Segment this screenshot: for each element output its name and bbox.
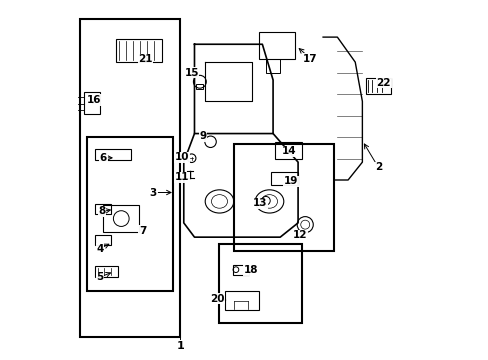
Text: 21: 21 xyxy=(138,54,152,64)
Bar xyxy=(95,266,118,277)
Text: 2: 2 xyxy=(374,162,381,172)
Bar xyxy=(116,39,162,62)
Text: 6: 6 xyxy=(100,153,107,163)
Text: 4: 4 xyxy=(96,244,103,253)
Text: 9: 9 xyxy=(199,131,206,141)
Bar xyxy=(233,265,248,275)
Text: 1: 1 xyxy=(176,341,183,351)
Text: 13: 13 xyxy=(252,198,266,208)
Bar xyxy=(258,32,294,59)
Text: 19: 19 xyxy=(283,176,298,186)
Text: 22: 22 xyxy=(376,78,390,88)
Text: 3: 3 xyxy=(149,188,157,198)
Bar xyxy=(95,235,111,245)
Bar xyxy=(103,205,139,232)
Bar xyxy=(87,137,173,291)
Text: 10: 10 xyxy=(174,152,189,162)
Bar xyxy=(265,59,280,73)
Text: 17: 17 xyxy=(303,54,317,64)
Bar xyxy=(271,172,298,185)
Text: 11: 11 xyxy=(174,172,189,182)
Bar xyxy=(95,149,131,160)
Text: 14: 14 xyxy=(281,147,296,157)
Bar xyxy=(80,19,180,337)
Text: 12: 12 xyxy=(292,230,306,240)
Text: 8: 8 xyxy=(99,206,106,216)
Text: 20: 20 xyxy=(210,294,224,303)
Text: 18: 18 xyxy=(243,265,258,275)
Bar xyxy=(95,204,111,214)
Bar xyxy=(196,84,203,89)
Text: 15: 15 xyxy=(184,68,199,78)
Bar xyxy=(83,93,100,114)
Bar xyxy=(224,291,258,310)
Bar xyxy=(233,144,333,251)
Bar xyxy=(219,244,301,323)
Bar xyxy=(365,78,390,94)
Text: 7: 7 xyxy=(139,226,146,236)
Text: 5: 5 xyxy=(96,272,103,282)
Bar xyxy=(274,143,301,158)
Text: 16: 16 xyxy=(86,95,101,105)
